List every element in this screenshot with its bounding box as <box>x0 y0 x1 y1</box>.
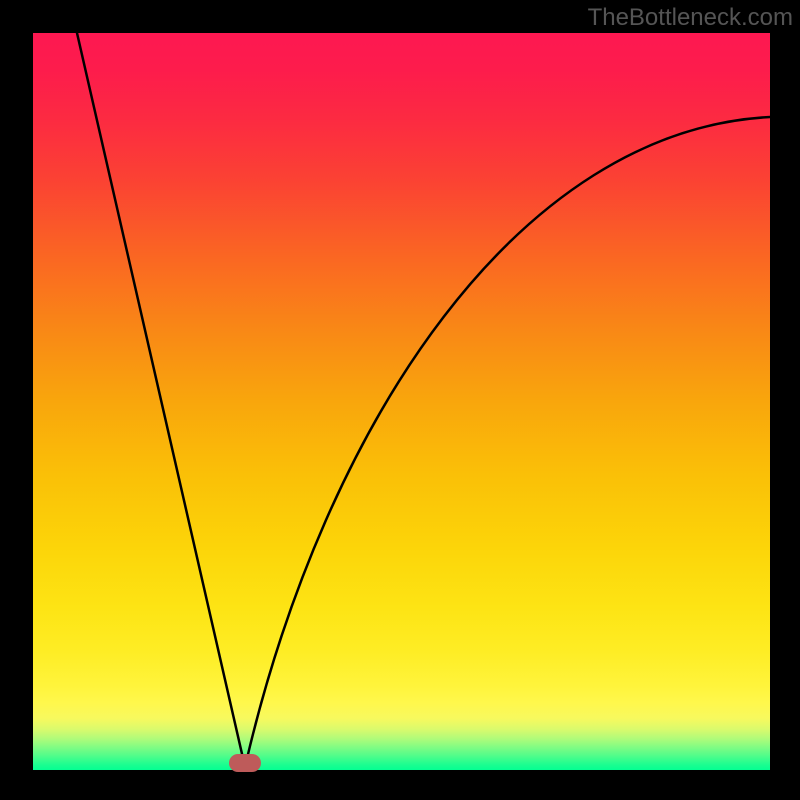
bottleneck-curve <box>0 0 800 800</box>
optimum-marker <box>229 754 261 772</box>
watermark-text: TheBottleneck.com <box>588 4 793 32</box>
chart-frame: TheBottleneck.com <box>0 0 800 800</box>
